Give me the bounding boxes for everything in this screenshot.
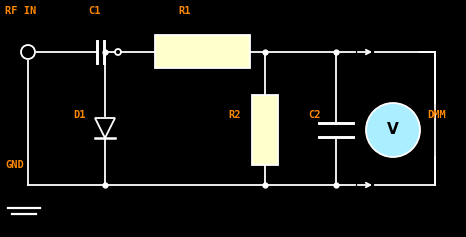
Text: R2: R2	[228, 110, 240, 120]
Bar	[252, 95, 278, 165]
Text: V: V	[387, 123, 399, 137]
Text: C1: C1	[88, 6, 101, 16]
Text: D1: D1	[73, 110, 85, 120]
Bar	[155, 35, 250, 68]
Circle shape	[115, 49, 121, 55]
Circle shape	[366, 103, 420, 157]
Text: DMM: DMM	[427, 110, 446, 120]
Circle shape	[21, 45, 35, 59]
Text: GND: GND	[5, 160, 24, 170]
Text: C2: C2	[308, 110, 321, 120]
Text: R1: R1	[178, 6, 191, 16]
Text: RF IN: RF IN	[5, 6, 36, 16]
